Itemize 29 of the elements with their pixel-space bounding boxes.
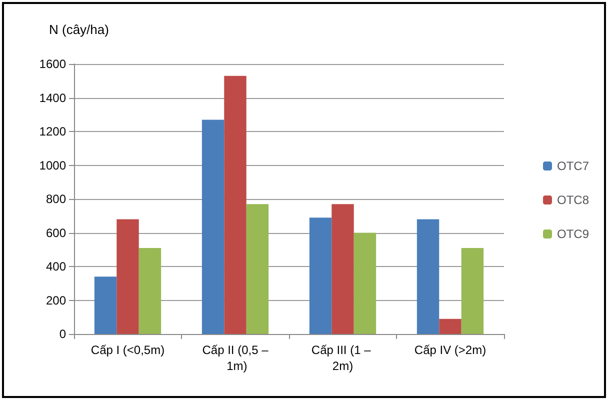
bar [116, 219, 139, 334]
bar [202, 120, 224, 334]
y-tick-label: 400 [46, 260, 66, 274]
y-tick-label: 1000 [39, 158, 66, 172]
x-tick-label: Cấp I (<0,5m) [90, 343, 165, 357]
bar [224, 76, 246, 334]
y-tick-label: 1200 [39, 124, 66, 138]
x-tick-label: Cấp IV (>2m) [414, 343, 486, 357]
bar [416, 219, 440, 334]
x-tick-label: Cấp III (1 – 2m) [311, 343, 374, 373]
bar [246, 204, 269, 334]
bar [354, 232, 376, 334]
y-tick-label: 200 [46, 293, 66, 308]
bar [332, 204, 354, 334]
legend-label: OTC7 [556, 159, 590, 173]
y-tick-label: 800 [46, 192, 66, 206]
legend-label: OTC8 [556, 193, 590, 207]
y-tick-label: 1400 [39, 90, 66, 105]
legend-label: OTC9 [556, 227, 590, 241]
bar [309, 218, 332, 334]
y-tick-label: 1600 [39, 57, 66, 71]
x-tick-label: Cấp II (0,5 – 1m) [202, 343, 269, 373]
y-axis-title: N (cây/ha) [49, 22, 109, 37]
bar [461, 248, 484, 334]
y-tick-label: 600 [46, 226, 66, 240]
bar [439, 318, 462, 334]
bar [94, 276, 117, 334]
y-tick-label: 0 [59, 327, 66, 341]
bar [138, 248, 162, 334]
